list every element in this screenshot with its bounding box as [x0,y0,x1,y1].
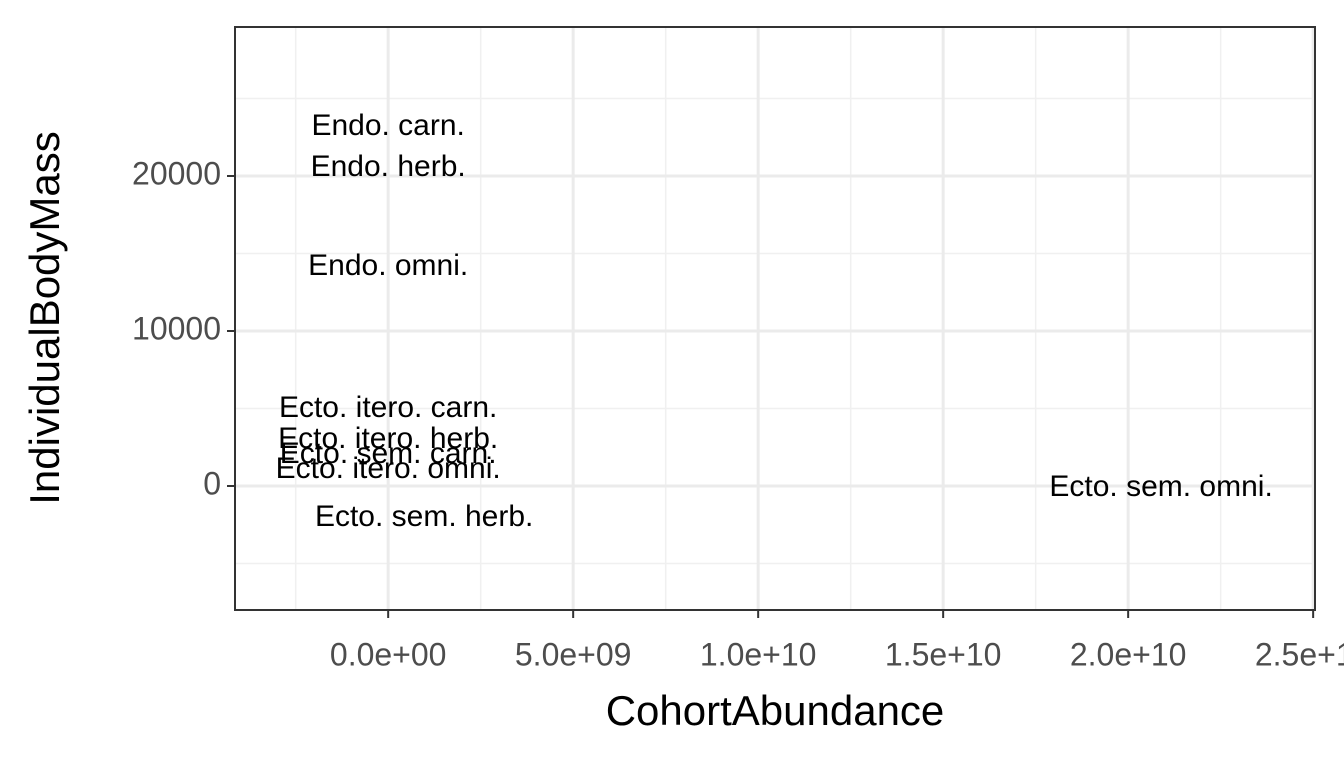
x-tick-label: 5.0e+09 [515,636,632,672]
x-axis-title: CohortAbundance [606,687,945,734]
y-tick-label: 10000 [132,310,221,346]
panel-border [234,26,1316,611]
x-tick-label: 2.5e+10 [1255,636,1344,672]
x-tick-label: 0.0e+00 [330,636,447,672]
x-tick-label: 2.0e+10 [1070,636,1187,672]
point-label: Endo. carn. [311,109,464,142]
point-label: Ecto. itero. carn. [279,391,497,424]
point-label: Ecto. sem. herb. [315,500,533,533]
y-axis-title: IndividualBodyMass [21,131,68,505]
point-label: Ecto. sem. carn. [280,437,497,470]
y-tick-label: 20000 [132,155,221,191]
y-tick-label: 0 [203,465,221,501]
point-label: Ecto. itero. herb. [278,422,498,455]
point-label: Endo. omni. [308,249,468,282]
point-label: Endo. herb. [311,150,466,183]
point-label: Ecto. itero. omni. [276,452,501,485]
x-tick-label: 1.5e+10 [885,636,1002,672]
x-tick-label: 1.0e+10 [700,636,817,672]
point-label: Ecto. sem. omni. [1049,470,1272,503]
